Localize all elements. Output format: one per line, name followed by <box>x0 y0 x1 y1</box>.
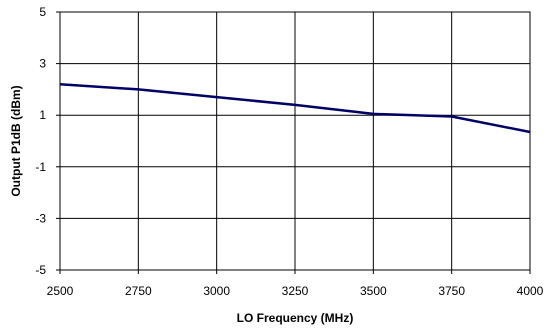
x-axis-title: LO Frequency (MHz) <box>237 311 354 325</box>
horizontal-gridlines <box>56 11 530 271</box>
y-tick-label: -5 <box>35 263 46 277</box>
y-tick-label: 5 <box>39 5 46 19</box>
series-line-0 <box>59 82 531 134</box>
x-tick-label: 4000 <box>517 284 544 298</box>
y-tick-label: -3 <box>35 211 46 225</box>
y-tick-label: 1 <box>39 108 46 122</box>
y-tick-labels: 5 3 1 -1 -3 -5 <box>35 5 46 277</box>
x-tick-label: 3750 <box>438 284 465 298</box>
x-tick-label: 3250 <box>282 284 309 298</box>
x-tick-label: 3000 <box>203 284 230 298</box>
x-tick-label: 3500 <box>360 284 387 298</box>
series-layer <box>59 82 531 134</box>
x-tick-labels: 2500 2750 3000 3250 3500 3750 4000 <box>47 284 544 298</box>
vertical-gridlines <box>59 12 531 274</box>
y-tick-label: -1 <box>35 160 46 174</box>
y-axis-title: Output P1dB (dBm) <box>9 85 23 196</box>
x-tick-label: 2750 <box>125 284 152 298</box>
x-tick-label: 2500 <box>47 284 74 298</box>
y-tick-label: 3 <box>39 57 46 71</box>
